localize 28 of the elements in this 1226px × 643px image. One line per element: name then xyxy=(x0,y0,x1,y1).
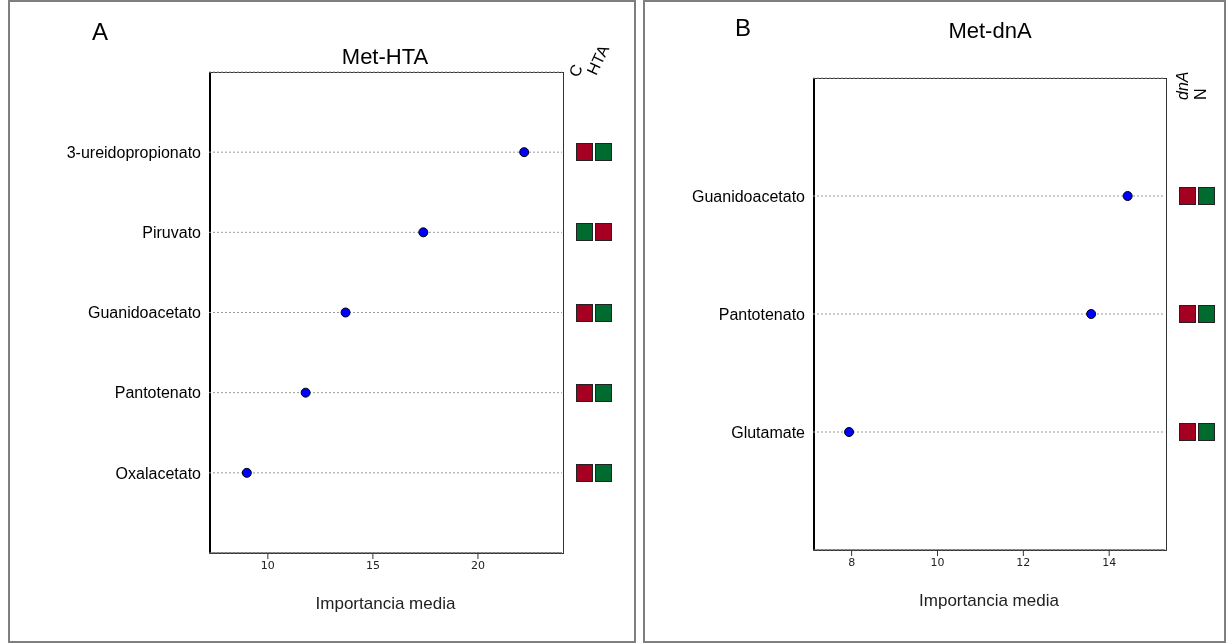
y-tick-label: Oxalacetato xyxy=(115,464,202,482)
text: B xyxy=(735,14,752,42)
x-tick-label: 15 xyxy=(365,558,380,572)
text: dnA xyxy=(1174,71,1192,100)
x-tick-label: 10 xyxy=(930,555,945,569)
x-axis-title: Importancia media xyxy=(315,594,456,613)
x-tick-label: 12 xyxy=(1016,555,1031,569)
point xyxy=(340,307,351,318)
point xyxy=(418,227,429,238)
point xyxy=(519,147,530,158)
x-axis-title: Importancia media xyxy=(919,591,1060,610)
y-tick-label: Piruvato xyxy=(142,224,202,242)
x-tick-label: 14 xyxy=(1102,555,1117,569)
point xyxy=(241,467,252,478)
text: N xyxy=(1192,88,1210,100)
y-tick-label: Pantotenato xyxy=(718,305,806,323)
y-tick-label: Glutamate xyxy=(731,423,806,441)
x-tick-label: 8 xyxy=(848,555,856,569)
chart-title: Met-HTA xyxy=(340,44,430,70)
x-tick-label: 20 xyxy=(470,558,485,572)
y-tick-label: 3-ureidopropionato xyxy=(66,143,202,161)
x-tick-label: 10 xyxy=(260,558,275,572)
text: A xyxy=(92,18,109,46)
y-tick-label: Guanidoacetato xyxy=(88,304,202,322)
point xyxy=(300,387,311,398)
chart-title: Met-dnA xyxy=(947,18,1033,44)
y-tick-label: Guanidoacetato xyxy=(692,187,806,205)
y-tick-label: Pantotenato xyxy=(114,384,202,402)
